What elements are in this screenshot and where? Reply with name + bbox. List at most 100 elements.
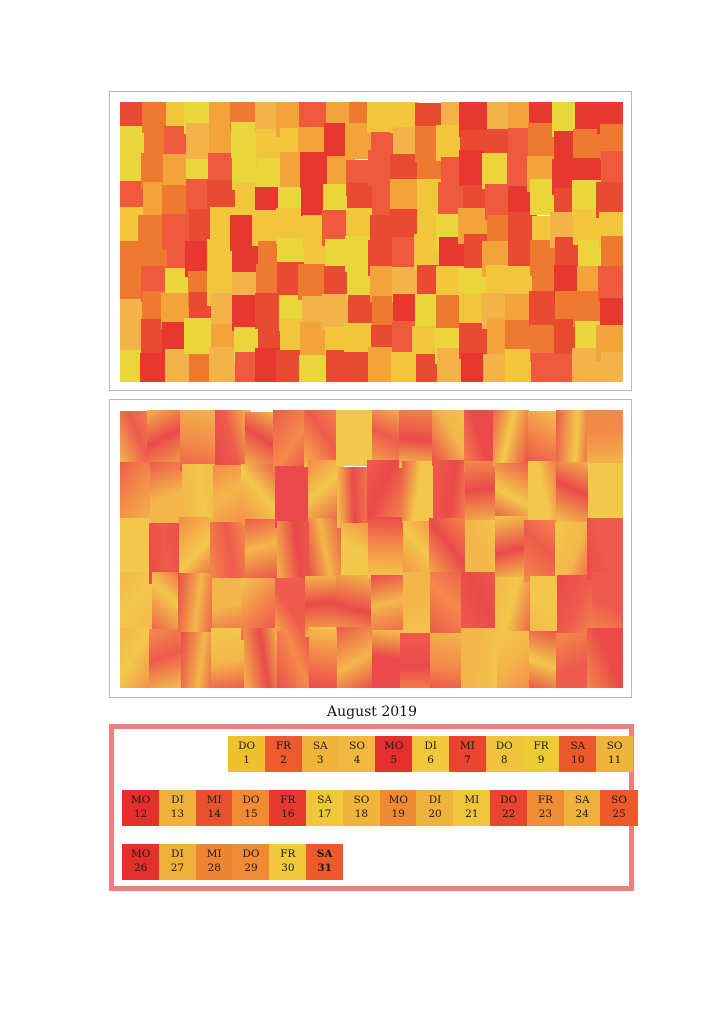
gradient-tile <box>277 521 314 583</box>
mosaic-tile <box>598 266 623 303</box>
calendar-day-name: DI <box>171 794 184 806</box>
gradient-tile <box>371 575 408 637</box>
mosaic-tile <box>120 126 146 163</box>
gradient-tile <box>429 517 466 580</box>
calendar-day: SO 11 <box>596 736 634 772</box>
mosaic-tile <box>184 318 213 355</box>
calendar-title: August 2019 <box>327 704 417 720</box>
calendar-day: SA 10 <box>559 736 597 772</box>
calendar-day-number: 8 <box>500 754 508 766</box>
calendar-day-name: DO <box>500 794 518 806</box>
calendar-day-number: 24 <box>575 808 589 820</box>
calendar-day-name: SO <box>353 794 370 806</box>
calendar-day-name: DO <box>242 848 260 860</box>
gradient-tile <box>586 410 623 466</box>
gradient-tile <box>150 461 187 524</box>
calendar-day-number: 11 <box>607 754 622 766</box>
gradient-tile <box>240 464 278 527</box>
calendar-day: DO 22 <box>490 790 528 826</box>
gradient-tile <box>149 628 186 688</box>
gradient-tile <box>461 628 498 688</box>
gradient-tile <box>556 575 594 637</box>
calendar-day: DO 15 <box>232 790 270 826</box>
gradient-tile <box>401 461 439 524</box>
calendar-day-name: MO <box>388 794 408 806</box>
calendar-day-number: 5 <box>390 754 398 766</box>
calendar-day: MI 7 <box>448 736 487 772</box>
mosaic-tile <box>481 153 511 190</box>
mosaic-tile <box>298 355 328 382</box>
calendar-day: MO 26 <box>122 844 160 880</box>
mosaic-tile <box>529 290 559 327</box>
gradient-pattern <box>120 410 623 688</box>
gradient-tile <box>430 572 467 634</box>
calendar-day-number: 9 <box>537 754 545 766</box>
calendar-day: DO 29 <box>232 844 270 880</box>
calendar-day: SA 17 <box>306 790 344 826</box>
calendar-day: FR 30 <box>269 844 307 880</box>
gradient-tile <box>555 462 593 524</box>
calendar-day-number: 6 <box>427 754 434 766</box>
gradient-tile <box>178 572 215 635</box>
calendar-day-number: 18 <box>354 808 369 820</box>
mosaic-pattern <box>120 102 623 382</box>
gradient-tile <box>495 576 532 639</box>
mosaic-tile <box>275 207 305 244</box>
calendar-day-name: DO <box>495 740 513 752</box>
calendar-day-number: 12 <box>133 808 148 820</box>
calendar-day: DI 20 <box>416 790 454 826</box>
calendar-day-number: 25 <box>612 808 626 820</box>
calendar-day: DO 1 <box>228 736 266 772</box>
gradient-tile <box>245 519 282 581</box>
calendar-day-name: DI <box>171 848 184 860</box>
gradient-tile <box>120 462 155 524</box>
gradient-tile <box>497 630 534 688</box>
calendar-day-number: 10 <box>571 754 585 766</box>
calendar-day: MI 28 <box>195 844 233 880</box>
calendar-day-name: FR <box>533 740 549 752</box>
gradient-tile <box>275 466 312 528</box>
calendar-day: SO 18 <box>342 790 381 826</box>
gradient-tile <box>495 462 532 525</box>
calendar-day-name: MI <box>206 848 222 860</box>
calendar-day-name: FR <box>280 794 296 806</box>
mosaic-tile <box>343 352 373 382</box>
gradient-tile <box>588 462 623 525</box>
calendar-day-name: DO <box>238 740 256 752</box>
mosaic-tile <box>600 150 623 187</box>
calendar-day: MI 14 <box>195 790 233 826</box>
calendar-day-name: SA <box>316 848 333 860</box>
calendar-day-number: 20 <box>428 808 442 820</box>
calendar-day-number: 13 <box>170 808 185 820</box>
calendar-day-number: 16 <box>281 808 295 820</box>
calendar-day-name: MO <box>384 740 404 752</box>
calendar-day-name: FR <box>275 740 292 752</box>
gradient-tile <box>555 521 592 584</box>
gradient-pattern-panel <box>109 399 632 698</box>
calendar-day: FR 2 <box>264 736 303 772</box>
calendar-day-name: SO <box>611 794 627 806</box>
calendar-day-name: SA <box>574 794 590 806</box>
gradient-tile <box>556 410 593 471</box>
gradient-tile <box>309 518 346 580</box>
calendar-day-name: FR <box>280 848 296 860</box>
gradient-tile <box>120 517 153 580</box>
mosaic-tile <box>599 297 623 334</box>
calendar-day: FR 23 <box>526 790 565 826</box>
gradient-tile <box>304 410 341 468</box>
gradient-tile <box>179 517 216 579</box>
calendar-day-number: 1 <box>243 754 250 766</box>
gradient-tile <box>243 628 280 688</box>
calendar-day: DI 27 <box>158 844 197 880</box>
gradient-tile <box>368 516 405 579</box>
gradient-tile <box>464 461 502 523</box>
calendar-day: MO 12 <box>122 790 160 826</box>
calendar-day: DO 8 <box>485 736 523 772</box>
mosaic-tile <box>504 348 534 382</box>
calendar-day-number: 22 <box>501 808 516 820</box>
gradient-tile <box>430 633 467 688</box>
gradient-tile <box>182 463 219 526</box>
calendar-day-name: DO <box>242 794 260 806</box>
gradient-tile <box>461 571 498 634</box>
gradient-tile <box>587 517 623 580</box>
